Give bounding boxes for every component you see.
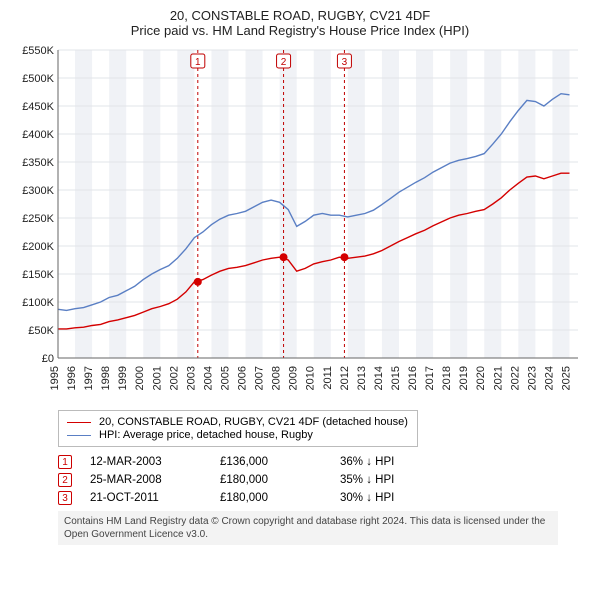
price-chart: £0 £50K £100K £150K £200K £250K £300K £350K £400… — [8, 44, 588, 404]
svg-text:1998: 1998 — [100, 366, 112, 390]
svg-text:£300K: £300K — [22, 185, 54, 197]
svg-text:2018: 2018 — [441, 366, 453, 390]
svg-text:2000: 2000 — [134, 366, 146, 390]
svg-text:2020: 2020 — [475, 366, 487, 390]
legend-item: HPI: Average price, detached house, Rugb… — [67, 429, 409, 441]
event-date: 12-MAR-2003 — [90, 456, 220, 468]
svg-text:2012: 2012 — [339, 366, 351, 390]
svg-text:£100K: £100K — [22, 297, 54, 309]
svg-text:£0: £0 — [42, 353, 54, 365]
svg-text:1995: 1995 — [49, 366, 61, 390]
svg-text:2016: 2016 — [407, 366, 419, 390]
svg-text:2021: 2021 — [492, 366, 504, 390]
event-row: 2 25-MAR-2008 £180,000 35% ↓ HPI — [58, 473, 592, 487]
chart-title-block: 20, CONSTABLE ROAD, RUGBY, CV21 4DF Pric… — [8, 8, 592, 38]
svg-text:£250K: £250K — [22, 213, 54, 225]
svg-text:2017: 2017 — [424, 366, 436, 390]
svg-text:2009: 2009 — [288, 366, 300, 390]
event-date: 21-OCT-2011 — [90, 492, 220, 504]
svg-text:2024: 2024 — [543, 366, 555, 390]
event-row: 3 21-OCT-2011 £180,000 30% ↓ HPI — [58, 491, 592, 505]
event-marker: 2 — [58, 473, 72, 487]
event-diff: 30% ↓ HPI — [340, 492, 460, 504]
svg-text:2025: 2025 — [560, 366, 572, 390]
svg-text:2008: 2008 — [271, 366, 283, 390]
svg-text:2006: 2006 — [237, 366, 249, 390]
svg-text:2002: 2002 — [168, 366, 180, 390]
svg-text:2003: 2003 — [185, 366, 197, 390]
svg-text:1997: 1997 — [83, 366, 95, 390]
svg-text:3: 3 — [342, 57, 348, 68]
event-diff: 35% ↓ HPI — [340, 474, 460, 486]
legend-swatch-property — [67, 422, 91, 423]
chart-title-line1: 20, CONSTABLE ROAD, RUGBY, CV21 4DF — [8, 8, 592, 23]
event-diff: 36% ↓ HPI — [340, 456, 460, 468]
svg-text:2015: 2015 — [390, 366, 402, 390]
svg-text:2007: 2007 — [254, 366, 266, 390]
svg-text:2004: 2004 — [202, 366, 214, 390]
legend-item: 20, CONSTABLE ROAD, RUGBY, CV21 4DF (det… — [67, 416, 409, 428]
svg-text:2023: 2023 — [526, 366, 538, 390]
event-marker: 3 — [58, 491, 72, 505]
event-date: 25-MAR-2008 — [90, 474, 220, 486]
svg-text:1999: 1999 — [117, 366, 129, 390]
svg-text:1996: 1996 — [66, 366, 78, 390]
svg-text:2014: 2014 — [373, 366, 385, 390]
event-price: £180,000 — [220, 474, 340, 486]
event-marker: 1 — [58, 455, 72, 469]
svg-text:2022: 2022 — [509, 366, 521, 390]
event-price: £180,000 — [220, 492, 340, 504]
svg-text:£200K: £200K — [22, 241, 54, 253]
svg-text:1: 1 — [195, 57, 201, 68]
event-row: 1 12-MAR-2003 £136,000 36% ↓ HPI — [58, 455, 592, 469]
svg-text:2: 2 — [281, 57, 287, 68]
svg-text:£500K: £500K — [22, 73, 54, 85]
svg-text:2011: 2011 — [322, 366, 334, 390]
legend: 20, CONSTABLE ROAD, RUGBY, CV21 4DF (det… — [58, 410, 418, 447]
svg-text:2001: 2001 — [151, 366, 163, 390]
svg-text:£450K: £450K — [22, 101, 54, 113]
svg-text:£400K: £400K — [22, 129, 54, 141]
svg-text:2010: 2010 — [305, 366, 317, 390]
event-price: £136,000 — [220, 456, 340, 468]
svg-text:£150K: £150K — [22, 269, 54, 281]
svg-text:£350K: £350K — [22, 157, 54, 169]
attribution-text: Contains HM Land Registry data © Crown c… — [58, 511, 558, 545]
svg-text:2005: 2005 — [219, 366, 231, 390]
chart-container: £0 £50K £100K £150K £200K £250K £300K £350K £400… — [8, 44, 592, 404]
legend-label: 20, CONSTABLE ROAD, RUGBY, CV21 4DF (det… — [99, 416, 408, 428]
svg-text:2019: 2019 — [458, 366, 470, 390]
legend-swatch-hpi — [67, 435, 91, 436]
legend-label: HPI: Average price, detached house, Rugb… — [99, 429, 313, 441]
event-table: 1 12-MAR-2003 £136,000 36% ↓ HPI 2 25-MA… — [58, 455, 592, 505]
svg-text:2013: 2013 — [356, 366, 368, 390]
chart-title-line2: Price paid vs. HM Land Registry's House … — [8, 23, 592, 38]
svg-text:£50K: £50K — [28, 325, 54, 337]
svg-text:£550K: £550K — [22, 45, 54, 57]
